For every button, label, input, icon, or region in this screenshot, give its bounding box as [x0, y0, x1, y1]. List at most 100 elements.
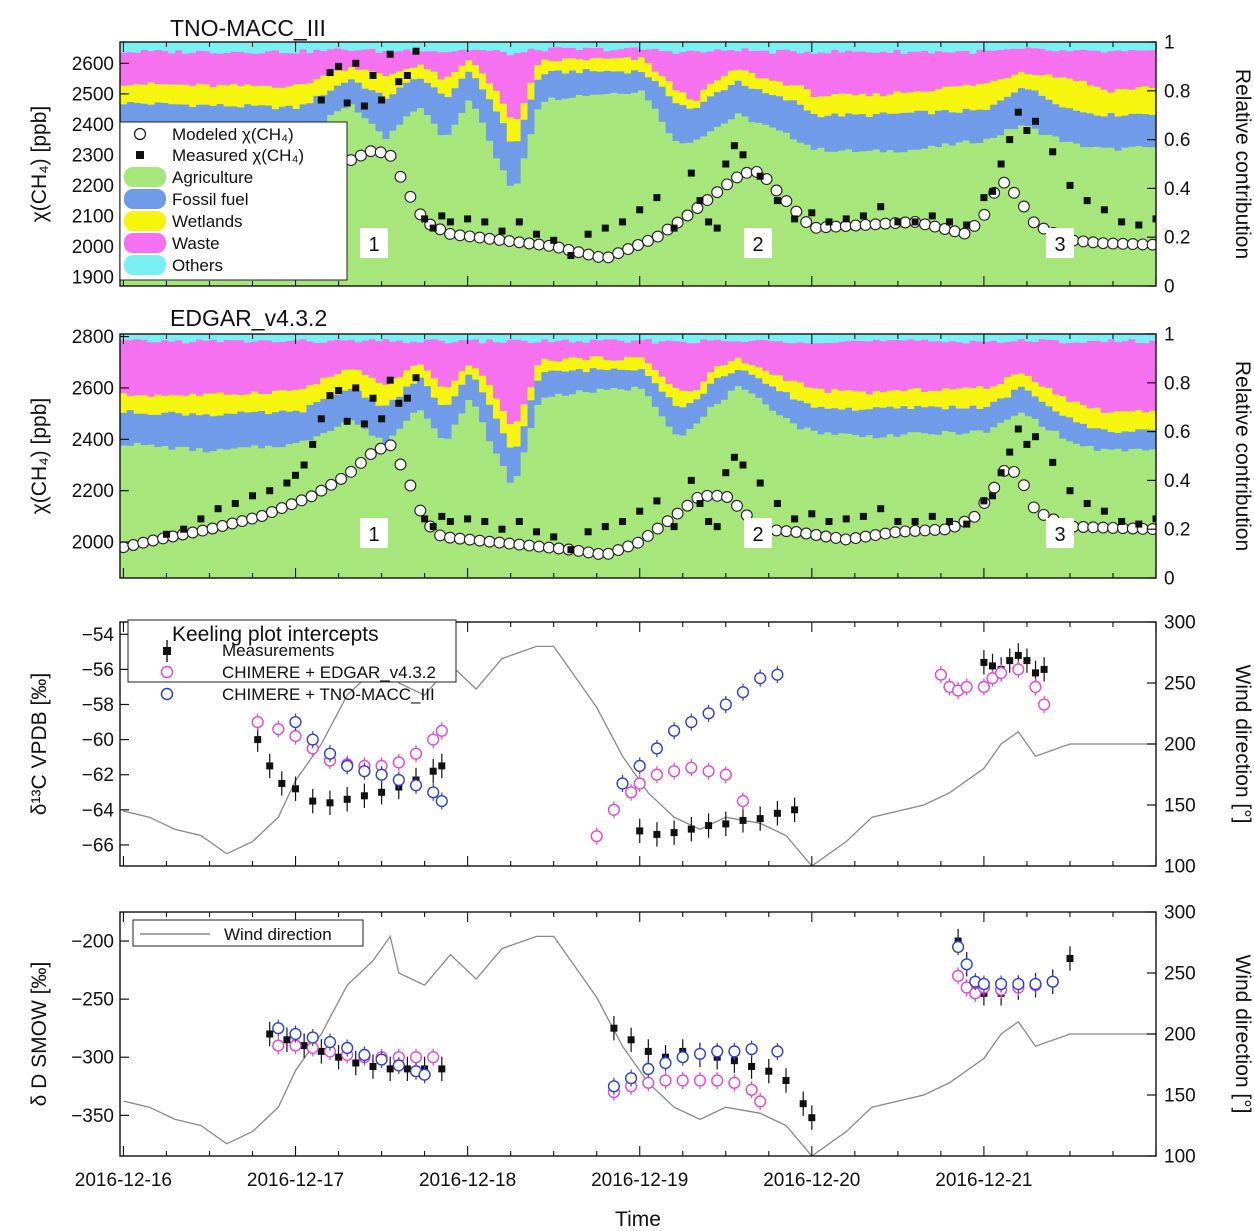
- measured-ch4-point: [1152, 515, 1156, 523]
- edgar-point: [642, 1076, 655, 1089]
- y-axis-label: χ(CH₄) [ppb]: [28, 398, 51, 514]
- modeled-ch4-point: [1097, 521, 1110, 534]
- modeled-ch4-point: [513, 236, 526, 249]
- edgar-point: [667, 765, 681, 778]
- x-tick-label: 2016-12-19: [591, 1170, 688, 1191]
- legend-modeled-label: Modeled χ(CH₄): [172, 125, 294, 144]
- modeled-ch4-point: [770, 184, 783, 197]
- measured-ch4-point: [980, 497, 988, 505]
- measured-ch4-point: [1100, 507, 1108, 515]
- tno-point: [728, 1045, 741, 1058]
- edgar-point: [685, 761, 698, 774]
- measured-ch4-point: [533, 230, 540, 238]
- modeled-ch4-point: [404, 190, 417, 203]
- tno-point: [667, 724, 681, 737]
- measured-ch4-point: [619, 218, 626, 226]
- measured-ch4-point: [343, 417, 351, 425]
- measurement-point: [730, 1057, 738, 1065]
- modeled-ch4-point: [622, 540, 635, 553]
- episode-box: [1046, 228, 1074, 258]
- y-tick-label: −350: [71, 1106, 114, 1127]
- modeled-ch4-point: [523, 237, 536, 250]
- x-tick-label: 2016-12-21: [935, 1170, 1032, 1191]
- modeled-ch4-point: [196, 524, 209, 537]
- measurement-point: [610, 1024, 618, 1032]
- tno-point: [289, 1027, 302, 1041]
- modeled-ch4-point: [582, 248, 595, 261]
- tno-point: [427, 786, 440, 799]
- legend-tno-label: CHIMERE + TNO-MACC_III: [222, 685, 435, 704]
- measurement-point: [1023, 657, 1031, 665]
- dd-axes: −350 −300 −250 −200 100 150 200 250 300: [71, 903, 1196, 1168]
- y-tick-label: 2300: [72, 145, 114, 166]
- modeled-ch4-point: [354, 456, 367, 469]
- episode-box: [744, 228, 772, 258]
- measurement-point: [369, 1063, 377, 1070]
- modeled-ch4-point: [453, 532, 466, 545]
- modeled-ch4-point: [790, 526, 803, 538]
- measured-ch4-point: [1014, 108, 1022, 116]
- y2-tick-label: 0.6: [1164, 422, 1190, 443]
- legend-edgar-marker: [160, 665, 174, 679]
- measurement-point: [335, 1053, 343, 1061]
- tno-point: [323, 1035, 337, 1049]
- modeled-ch4-point: [572, 246, 585, 259]
- modeled-ch4-point: [186, 526, 199, 539]
- tno-point: [1046, 975, 1059, 988]
- edgar-point: [1012, 663, 1025, 676]
- measured-ch4-point: [911, 218, 919, 226]
- measured-ch4-point: [1152, 215, 1156, 223]
- measured-ch4-point: [722, 469, 730, 477]
- measured-ch4-point: [877, 505, 885, 513]
- y2-tick-label: 0.4: [1164, 471, 1191, 492]
- tno-point: [745, 1042, 758, 1056]
- modeled-ch4-point: [740, 166, 753, 179]
- modeled-ch4-point: [1087, 236, 1100, 249]
- legend-measurements-label: Measurements: [222, 641, 334, 660]
- modeled-ch4-point: [869, 218, 882, 231]
- measured-ch4-point: [214, 505, 222, 513]
- modeled-ch4-point: [414, 504, 427, 517]
- measured-ch4-point: [360, 420, 368, 428]
- tno-point: [392, 1059, 405, 1072]
- legend-measured-marker: [136, 151, 144, 159]
- measured-ch4-point: [713, 224, 721, 232]
- legend-agriculture-swatch: [124, 167, 166, 187]
- measured-ch4-point: [335, 387, 343, 394]
- y-tick-label: 2400: [72, 115, 114, 136]
- modeled-ch4-point: [216, 520, 229, 532]
- modeled-ch4-point: [632, 239, 644, 251]
- modeled-ch4-point: [899, 525, 912, 538]
- measured-ch4-point: [266, 487, 274, 495]
- measured-ch4-point: [1049, 148, 1057, 156]
- measured-ch4-point: [722, 160, 730, 168]
- edgar-point: [977, 680, 991, 694]
- modeled-ch4-point: [374, 146, 387, 159]
- legend-wind-label: Wind direction: [224, 925, 332, 944]
- measurement-point: [1014, 651, 1022, 659]
- episode-box: [360, 518, 388, 548]
- legend-modeled-marker: [133, 127, 147, 141]
- edgar-point: [960, 680, 973, 694]
- measured-ch4-point: [842, 215, 850, 223]
- episode-markers: 1 2 3: [360, 228, 1074, 258]
- modeled-ch4-point: [453, 229, 466, 242]
- measurement-point: [309, 797, 317, 805]
- episode-markers: 1 2 3: [360, 518, 1074, 548]
- y-tick-label: −62: [82, 765, 114, 786]
- modeled-ch4-point: [325, 478, 338, 491]
- modeled-ch4-point: [1008, 465, 1020, 478]
- tno-point: [375, 1053, 388, 1066]
- tno-point: [358, 765, 371, 778]
- y-tick-label: 2400: [72, 430, 114, 451]
- measured-ch4-point: [997, 469, 1005, 477]
- modeled-ch4-point: [928, 220, 941, 233]
- d13c-marks: [123, 643, 1156, 866]
- x-tick-label: 2016-12-20: [763, 1170, 860, 1191]
- measurement-point: [756, 815, 764, 823]
- edgar-point: [711, 1074, 724, 1087]
- edgar-point: [590, 830, 603, 843]
- y-tick-label: −56: [82, 660, 114, 681]
- measurement-point: [438, 762, 446, 770]
- modeled-ch4-point: [394, 458, 407, 471]
